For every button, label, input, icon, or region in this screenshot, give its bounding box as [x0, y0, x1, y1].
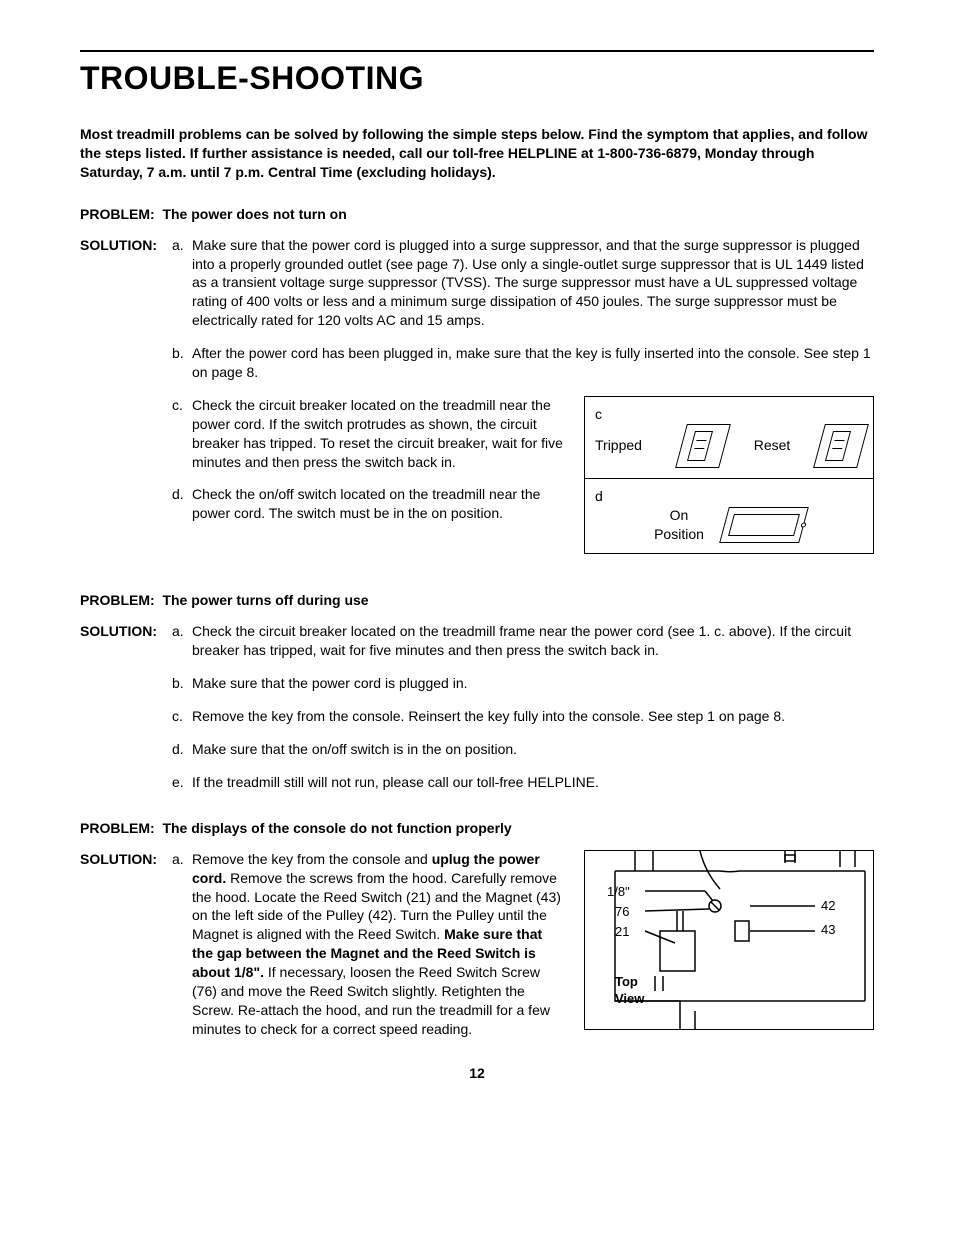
solution-2-c: c. Remove the key from the console. Rein… [172, 707, 874, 726]
item-letter: b. [172, 344, 192, 382]
figure-label-d: d [595, 487, 611, 506]
heading-rule [80, 50, 874, 52]
item-letter: b. [172, 674, 192, 693]
figure-row-c: c Tripped Reset [585, 397, 873, 478]
item-text: Make sure that the on/off switch is in t… [192, 740, 874, 759]
solution-1-d: d. Check the on/off switch located on th… [172, 485, 564, 523]
page-number: 12 [80, 1065, 874, 1081]
solution-1-a: a. Make sure that the power cord is plug… [172, 236, 874, 330]
reset-switch-icon [813, 424, 869, 468]
item-letter: c. [172, 396, 192, 472]
solution-1-cd-with-figure: c. Check the circuit breaker located on … [172, 396, 874, 555]
text-column: c. Check the circuit breaker located on … [172, 396, 564, 555]
text-column: a. Remove the key from the console and u… [172, 850, 564, 1039]
onoff-switch-icon [719, 507, 809, 543]
position-label: Position [654, 526, 704, 542]
on-label: On [670, 507, 689, 523]
item-text: Check the circuit breaker located on the… [192, 396, 564, 472]
problem-3-title: The displays of the console do not funct… [162, 820, 511, 836]
solution-2-items: a. Check the circuit breaker located on … [172, 622, 874, 791]
callout-76: 76 [615, 903, 629, 921]
item-text: Make sure that the power cord is plugged… [192, 236, 874, 330]
item-letter: a. [172, 850, 192, 1039]
item-text: Check the circuit breaker located on the… [192, 622, 874, 660]
solution-prefix: SOLUTION: [80, 850, 172, 1039]
item-text: Remove the key from the console and uplu… [192, 850, 564, 1039]
reed-switch-figure: 1/8" 76 21 42 43 Top View [584, 850, 874, 1030]
solution-prefix: SOLUTION: [80, 622, 172, 791]
solution-prefix: SOLUTION: [80, 236, 172, 555]
text-fragment: Remove the key from the console and [192, 851, 432, 867]
item-letter: a. [172, 622, 192, 660]
problem-2-heading: PROBLEM: The power turns off during use [80, 592, 874, 608]
problem-3-heading: PROBLEM: The displays of the console do … [80, 820, 874, 836]
solution-2-d: d. Make sure that the on/off switch is i… [172, 740, 874, 759]
item-text: Make sure that the power cord is plugged… [192, 674, 874, 693]
intro-paragraph: Most treadmill problems can be solved by… [80, 125, 874, 182]
item-text: Remove the key from the console. Reinser… [192, 707, 874, 726]
tripped-label: Tripped [595, 436, 673, 455]
solution-3-a-with-figure: a. Remove the key from the console and u… [172, 850, 874, 1039]
problem-prefix: PROBLEM: [80, 592, 155, 608]
page-title: TROUBLE-SHOOTING [80, 60, 874, 97]
circuit-breaker-figure: c Tripped Reset d [584, 396, 874, 555]
item-text: After the power cord has been plugged in… [192, 344, 874, 382]
item-letter: d. [172, 485, 192, 523]
item-letter: a. [172, 236, 192, 330]
solution-2-a: a. Check the circuit breaker located on … [172, 622, 874, 660]
item-letter: d. [172, 740, 192, 759]
figure-column: c Tripped Reset d [584, 396, 874, 555]
solution-1-items: a. Make sure that the power cord is plug… [172, 236, 874, 555]
figure-label-c: c [595, 405, 611, 424]
solution-2: SOLUTION: a. Check the circuit breaker l… [80, 622, 874, 791]
figure-row-d: d On Position [585, 478, 873, 554]
problem-2-title: The power turns off during use [162, 592, 368, 608]
on-position-label: On Position [654, 506, 704, 544]
solution-1: SOLUTION: a. Make sure that the power co… [80, 236, 874, 555]
problem-prefix: PROBLEM: [80, 820, 155, 836]
solution-2-e: e. If the treadmill still will not run, … [172, 773, 874, 792]
page: TROUBLE-SHOOTING Most treadmill problems… [0, 0, 954, 1121]
item-letter: c. [172, 707, 192, 726]
reset-label: Reset [733, 436, 811, 455]
item-letter: e. [172, 773, 192, 792]
problem-1-title: The power does not turn on [162, 206, 346, 222]
solution-2-b: b. Make sure that the power cord is plug… [172, 674, 874, 693]
problem-1-heading: PROBLEM: The power does not turn on [80, 206, 874, 222]
top-view-label: Top View [615, 973, 644, 1008]
solution-1-c: c. Check the circuit breaker located on … [172, 396, 564, 472]
callout-43: 43 [821, 921, 835, 939]
item-text: Check the on/off switch located on the t… [192, 485, 564, 523]
item-text: If the treadmill still will not run, ple… [192, 773, 874, 792]
view-label: View [615, 991, 644, 1006]
gap-label: 1/8" [607, 883, 630, 901]
solution-1-b: b. After the power cord has been plugged… [172, 344, 874, 382]
solution-3: SOLUTION: a. Remove the key from the con… [80, 850, 874, 1039]
top-label: Top [615, 974, 638, 989]
solution-3-items: a. Remove the key from the console and u… [172, 850, 874, 1039]
callout-42: 42 [821, 897, 835, 915]
tripped-switch-icon [675, 424, 731, 468]
solution-3-a: a. Remove the key from the console and u… [172, 850, 564, 1039]
problem-prefix: PROBLEM: [80, 206, 155, 222]
figure-column: 1/8" 76 21 42 43 Top View [584, 850, 874, 1039]
callout-21: 21 [615, 923, 629, 941]
